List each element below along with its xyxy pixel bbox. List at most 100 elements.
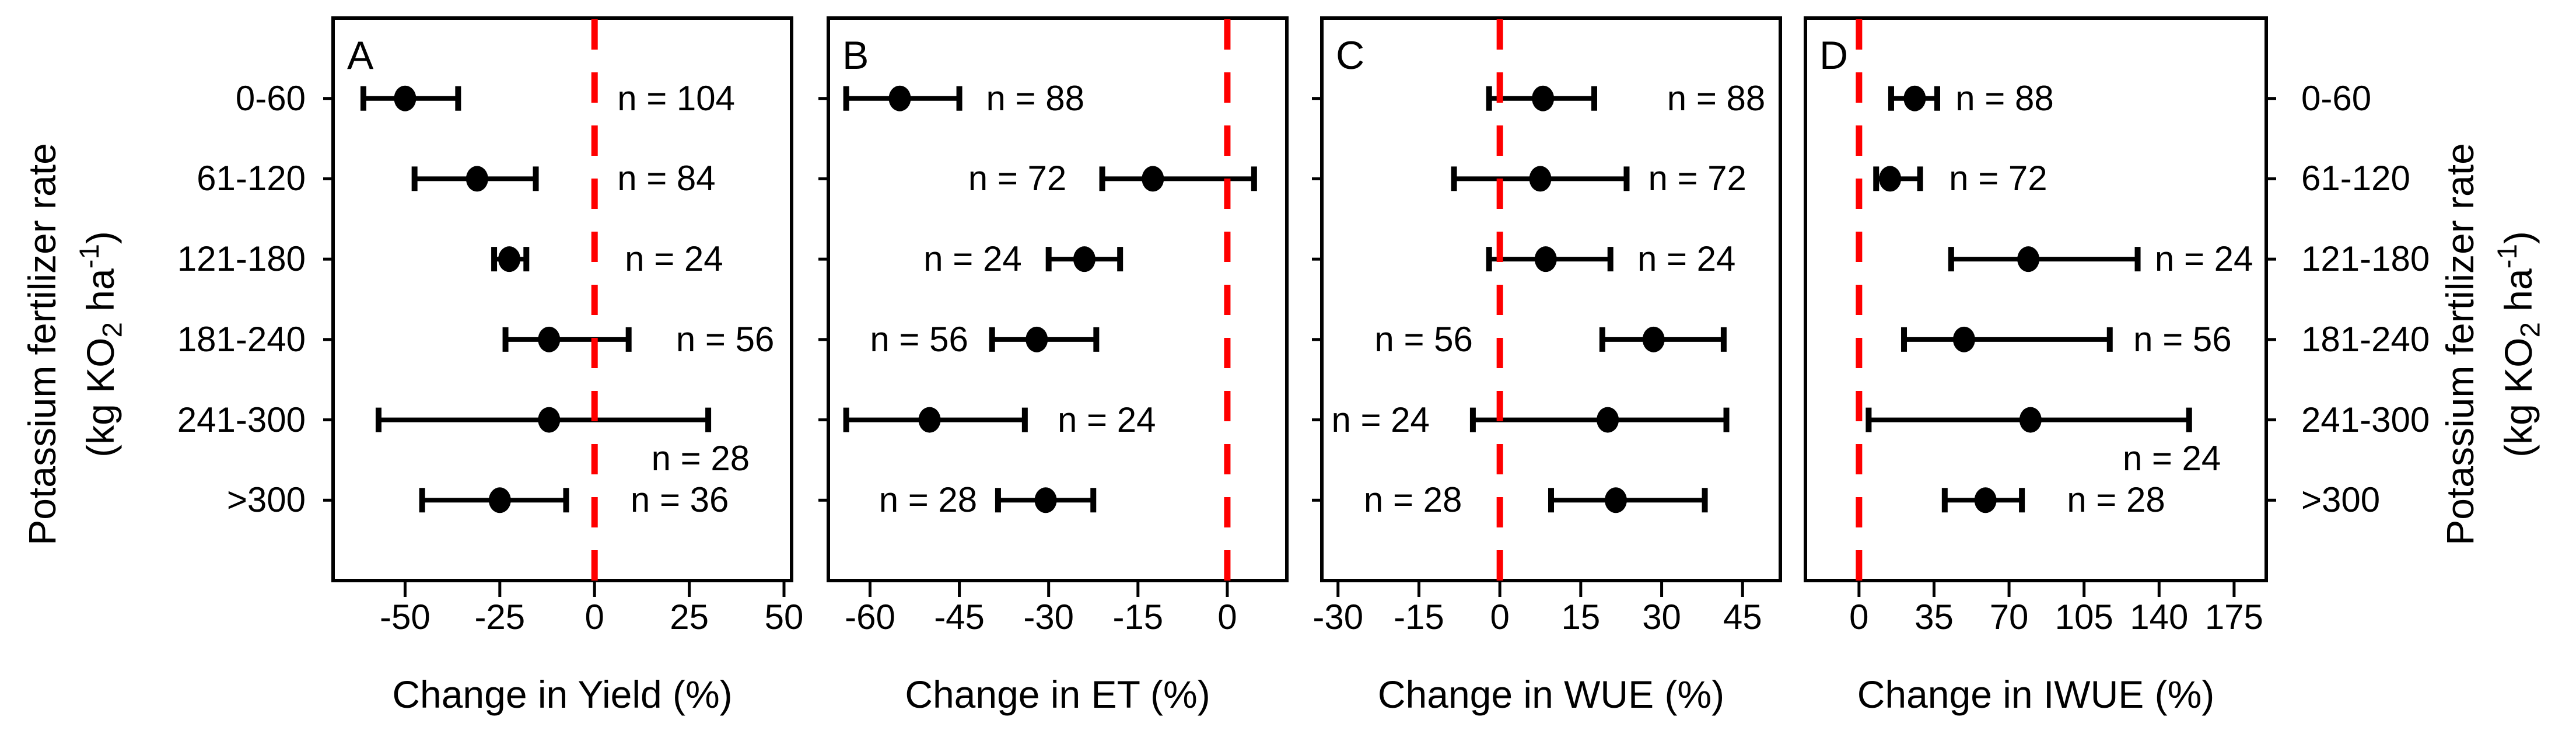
x-tick-label: 0: [1849, 597, 1869, 637]
mean-marker: [1597, 407, 1619, 433]
x-tick-label: 140: [2130, 597, 2189, 637]
mean-marker: [1534, 246, 1557, 272]
x-tick-label: -15: [1394, 597, 1444, 637]
mean-marker: [1952, 326, 1975, 352]
x-tick-label: 0: [1217, 597, 1237, 637]
y-axis-title-right-line1: Potassium fertilizer rate: [2436, 6, 2484, 683]
sample-size-label: n = 28: [878, 480, 978, 520]
x-tick-label: -30: [1023, 597, 1074, 637]
y-category-label-left: 121-180: [177, 239, 306, 279]
sample-size-label: n = 72: [1949, 159, 2048, 198]
y-axis-unit-mid: ha: [79, 268, 123, 323]
x-axis-title: Change in Yield (%): [392, 673, 733, 716]
x-axis-title: Change in WUE (%): [1377, 673, 1725, 716]
x-tick-label: 70: [1989, 597, 2029, 637]
sample-size-label: n = 36: [630, 480, 729, 520]
mean-marker: [1026, 326, 1048, 352]
panel-letter: B: [842, 33, 869, 78]
mean-marker: [1073, 246, 1096, 272]
x-tick-label: 35: [1915, 597, 1954, 637]
mean-marker: [538, 326, 561, 352]
y-category-label-right: 181-240: [2301, 319, 2430, 359]
sample-size-label: n = 56: [2133, 319, 2232, 359]
x-tick-label: 105: [2054, 597, 2113, 637]
y-axis-unit-subscript: 2: [2515, 322, 2546, 338]
x-tick-label: 25: [670, 597, 709, 637]
mean-marker: [2019, 407, 2042, 433]
sample-size-label: n = 56: [870, 319, 968, 359]
y-axis-unit-pre: (kg KO: [79, 337, 123, 457]
y-category-label-right: 241-300: [2301, 400, 2430, 439]
y-category-label-right: 0-60: [2301, 78, 2372, 118]
x-tick-label: 0: [584, 597, 604, 637]
mean-marker: [918, 407, 941, 433]
sample-size-label: n = 28: [2067, 480, 2165, 520]
sample-size-label: n = 28: [651, 438, 750, 478]
y-axis-title-left-line1: Potassium fertilizer rate: [18, 6, 66, 683]
x-axis-title: Change in IWUE (%): [1857, 673, 2215, 716]
y-axis-unit-post: ): [2497, 231, 2540, 244]
plot-box: [1320, 16, 1782, 582]
x-tick-label: -50: [380, 597, 430, 637]
plot-box: [827, 16, 1289, 582]
x-tick-label: 50: [764, 597, 804, 637]
sample-size-label: n = 56: [676, 319, 775, 359]
sample-size-label: n = 72: [1648, 159, 1746, 198]
y-axis-unit-superscript: -1: [74, 244, 106, 269]
sample-size-label: n = 88: [1955, 78, 2054, 118]
y-category-label-left: 241-300: [177, 400, 306, 439]
mean-marker: [498, 246, 521, 272]
sample-size-label: n = 24: [2122, 438, 2221, 478]
sample-size-label: n = 24: [1331, 400, 1430, 439]
y-category-label-left: 61-120: [197, 159, 306, 198]
y-category-label-right: >300: [2301, 480, 2381, 520]
mean-marker: [1879, 166, 1902, 192]
y-axis-title-left-line2: (kg KO2 ha-1): [66, 6, 136, 683]
sample-size-label: n = 24: [2154, 239, 2253, 279]
y-axis-unit-mid: ha: [2497, 268, 2540, 323]
x-tick-label: -30: [1312, 597, 1364, 637]
y-axis-title-right: Potassium fertilizer rate (kg KO2 ha-1): [2438, 6, 2546, 683]
sample-size-label: n = 24: [625, 239, 723, 279]
mean-marker: [1034, 487, 1057, 513]
y-category-label-left: >300: [226, 480, 306, 520]
x-tick-label: 175: [2204, 597, 2263, 637]
panel-letter: A: [347, 33, 374, 78]
y-axis-unit-superscript: -1: [2492, 244, 2524, 269]
mean-marker: [1142, 166, 1164, 192]
sample-size-label: n = 84: [617, 159, 716, 198]
mean-marker: [1532, 85, 1555, 111]
mean-marker: [888, 85, 911, 111]
x-tick-label: 15: [1561, 597, 1601, 637]
mean-marker: [466, 166, 488, 192]
sample-size-label: n = 88: [986, 78, 1085, 118]
mean-marker: [1974, 487, 1997, 513]
mean-marker: [488, 487, 511, 513]
x-tick-label: -60: [845, 597, 895, 637]
x-tick-label: 30: [1642, 597, 1681, 637]
y-axis-unit-post: ): [79, 231, 123, 244]
y-axis-title-text: Potassium fertilizer rate: [20, 143, 64, 546]
y-category-label-right: 61-120: [2301, 159, 2410, 198]
sample-size-label: n = 24: [923, 239, 1022, 279]
y-category-label-left: 0-60: [235, 78, 306, 118]
mean-marker: [1903, 85, 1926, 111]
mean-marker: [394, 85, 416, 111]
y-axis-title-text: Potassium fertilizer rate: [2438, 143, 2482, 546]
y-axis-unit-pre: (kg KO: [2497, 337, 2540, 457]
x-tick-label: -15: [1112, 597, 1164, 637]
plot-box: [331, 16, 793, 582]
y-category-label-right: 121-180: [2301, 239, 2430, 279]
x-axis-title: Change in ET (%): [905, 673, 1210, 716]
y-axis-unit-subscript: 2: [97, 322, 128, 338]
mean-marker: [1604, 487, 1627, 513]
x-tick-label: -25: [474, 597, 526, 637]
mean-marker: [1529, 166, 1552, 192]
panel-letter: C: [1336, 33, 1365, 78]
sample-size-label: n = 24: [1637, 239, 1736, 279]
y-axis-title-right-line2: (kg KO2 ha-1): [2484, 6, 2554, 683]
y-axis-title-left: Potassium fertilizer rate (kg KO2 ha-1): [20, 6, 128, 683]
sample-size-label: n = 24: [1058, 400, 1156, 439]
x-tick-label: 45: [1723, 597, 1762, 637]
